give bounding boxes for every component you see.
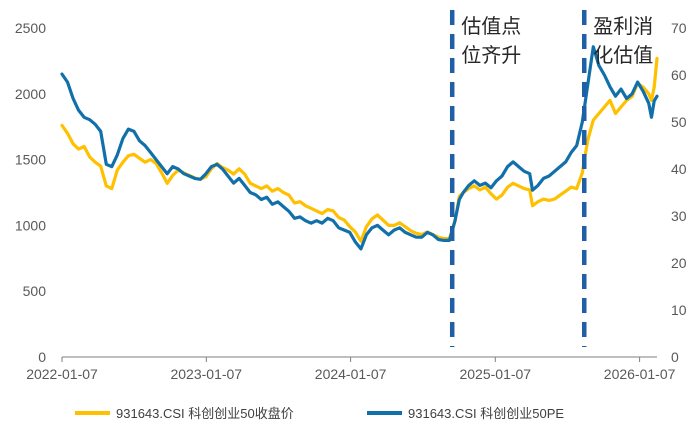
y-left-tick-label: 0	[38, 349, 46, 365]
annotation-text: 盈利消	[593, 15, 653, 38]
x-tick-label: 2024-01-07	[315, 366, 387, 382]
annotation-text: 化估值	[593, 44, 653, 67]
y-left-tick-label: 1000	[15, 217, 46, 233]
x-tick-label: 2022-01-07	[26, 366, 98, 382]
y-right-tick-label: 50	[671, 114, 687, 130]
y-right-tick-label: 10	[671, 302, 687, 318]
y-right-tick-label: 30	[671, 208, 687, 224]
y-left-tick-label: 500	[23, 283, 47, 299]
y-left-tick-label: 2000	[15, 86, 46, 102]
x-tick-label: 2025-01-07	[459, 366, 531, 382]
legend: 931643.CSI 科创创业50收盘价 931643.CSI 科创创业50PE	[75, 406, 564, 421]
series-line-close-price	[60, 56, 659, 243]
annotation-text: 位齐升	[461, 44, 521, 67]
y-right-tick-label: 40	[671, 161, 687, 177]
x-tick-label: 2026-01-07	[604, 366, 676, 382]
series-layer	[60, 45, 659, 251]
y-left-tick-label: 2500	[15, 20, 46, 36]
y-right-tick-label: 70	[671, 20, 687, 36]
y-right-tick-label: 20	[671, 255, 687, 271]
y-right-tick-label: 0	[671, 349, 679, 365]
legend-label: 931643.CSI 科创创业50PE	[408, 406, 564, 421]
legend-label: 931643.CSI 科创创业50收盘价	[116, 406, 294, 421]
series-line-pe	[60, 45, 659, 251]
y-right-tick-label: 60	[671, 67, 687, 83]
axes-layer: 2022-01-07 2023-01-07 2024-01-07 2025-01-07…	[15, 20, 687, 382]
x-tick-label: 2023-01-07	[170, 366, 242, 382]
annotation-text: 估值点	[461, 15, 521, 38]
y-left-tick-label: 1500	[15, 152, 46, 168]
